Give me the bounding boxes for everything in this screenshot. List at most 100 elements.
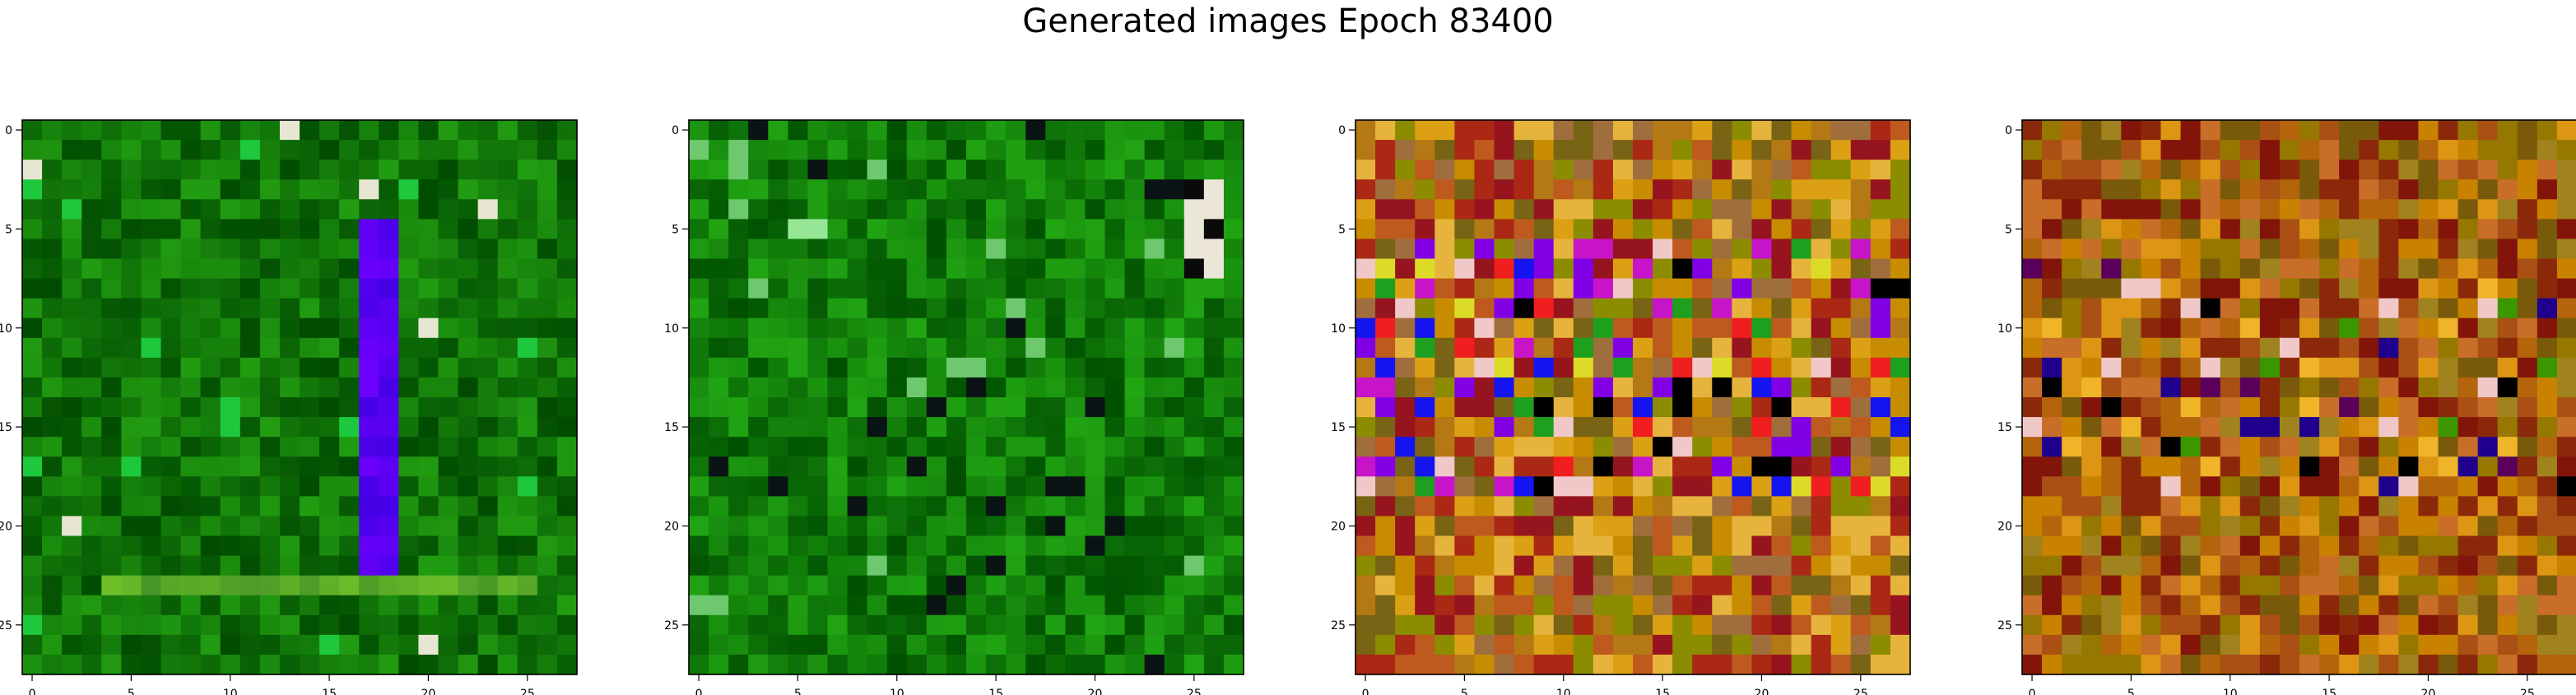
image-pixel: [300, 317, 320, 339]
image-pixel: [2477, 278, 2499, 299]
image-pixel: [121, 654, 142, 675]
image-pixel: [1065, 397, 1086, 418]
image-pixel: [1164, 298, 1185, 319]
image-pixel: [359, 595, 379, 616]
y-tick-label: 15: [664, 421, 679, 434]
image-pixel: [1850, 634, 1872, 656]
image-pixel: [1474, 575, 1495, 596]
image-pixel: [926, 337, 947, 359]
image-pixel: [1434, 654, 1455, 675]
image-pixel: [259, 179, 281, 200]
image-pixel: [986, 417, 1007, 438]
image-pixel: [1104, 120, 1126, 141]
y-tick-label: 25: [0, 619, 12, 632]
image-pixel: [1474, 337, 1495, 359]
image-pixel: [1553, 575, 1574, 596]
image-pixel: [220, 397, 241, 418]
image-pixel: [319, 239, 340, 260]
image-pixel: [2497, 476, 2518, 497]
image-pixel: [279, 337, 300, 359]
image-pixel: [2259, 258, 2281, 280]
image-pixel: [1514, 614, 1535, 636]
image-pixel: [101, 614, 122, 636]
image-pixel: [42, 555, 63, 577]
image-pixel: [1124, 535, 1146, 557]
image-pixel: [1355, 199, 1376, 220]
image-pixel: [477, 160, 499, 180]
image-pixel: [458, 535, 479, 557]
image-pixel: [379, 456, 399, 477]
image-pixel: [1434, 219, 1455, 240]
image-pixel: [1771, 377, 1793, 398]
image-pixel: [1850, 337, 1872, 359]
image-pixel: [1553, 120, 1574, 141]
image-pixel: [1850, 555, 1872, 577]
image-pixel: [689, 317, 709, 339]
image-pixel: [1474, 555, 1495, 577]
image-pixel: [556, 417, 578, 438]
image-pixel: [1164, 496, 1185, 517]
image-pixel: [1415, 437, 1435, 457]
image-pixel: [1375, 437, 1396, 457]
image-pixel: [906, 179, 928, 200]
image-pixel: [2200, 535, 2221, 557]
image-pixel: [2239, 575, 2261, 596]
image-pixel: [1355, 496, 1376, 517]
image-pixel: [1771, 179, 1793, 200]
image-pixel: [1474, 456, 1495, 477]
image-pixel: [946, 357, 967, 378]
image-pixel: [728, 120, 749, 141]
image-pixel: [1454, 278, 1476, 299]
image-pixel: [807, 120, 829, 141]
image-pixel: [2062, 496, 2082, 517]
image-pixel: [398, 278, 420, 299]
image-pixel: [1811, 437, 1832, 457]
image-pixel: [62, 516, 82, 537]
image-pixel: [220, 535, 241, 557]
image-pixel: [1811, 516, 1832, 537]
image-pixel: [2359, 575, 2379, 596]
image-pixel: [1494, 555, 1515, 577]
image-pixel: [2062, 120, 2082, 141]
image-pixel: [1085, 535, 1106, 557]
image-pixel: [2121, 476, 2142, 497]
image-pixel: [867, 120, 888, 141]
image-pixel: [339, 437, 360, 457]
image-pixel: [1771, 199, 1793, 220]
image-pixel: [2477, 496, 2499, 517]
image-pixel: [986, 199, 1007, 220]
image-pixel: [2339, 357, 2360, 378]
image-pixel: [748, 555, 769, 577]
image-pixel: [180, 160, 202, 180]
image-pixel: [1692, 219, 1713, 240]
image-pixel: [379, 357, 399, 378]
image-pixel: [2279, 496, 2300, 517]
image-pixel: [689, 219, 709, 240]
image-pixel: [517, 357, 538, 378]
image-pixel: [1085, 456, 1106, 477]
image-pixel: [1553, 337, 1574, 359]
image-pixel: [2101, 417, 2122, 438]
image-pixel: [2239, 535, 2261, 557]
image-pixel: [946, 258, 967, 280]
image-pixel: [2042, 377, 2062, 398]
image-pixel: [946, 634, 967, 656]
image-pixel: [1415, 317, 1435, 339]
image-pixel: [1653, 595, 1673, 616]
image-pixel: [2200, 278, 2221, 299]
image-pixel: [2160, 377, 2182, 398]
image-pixel: [418, 476, 439, 497]
image-pixel: [1533, 437, 1555, 457]
image-pixel: [788, 456, 809, 477]
image-pixel: [2556, 456, 2576, 477]
image-pixel: [62, 654, 82, 675]
image-pixel: [1494, 634, 1515, 656]
image-pixel: [1183, 595, 1205, 616]
image-pixel: [1553, 258, 1574, 280]
image-pixel: [1223, 614, 1244, 636]
image-pixel: [1375, 160, 1396, 180]
image-pixel: [1164, 614, 1185, 636]
image-pixel: [556, 337, 578, 359]
image-pixel: [1672, 298, 1693, 319]
image-pixel: [1124, 258, 1146, 280]
